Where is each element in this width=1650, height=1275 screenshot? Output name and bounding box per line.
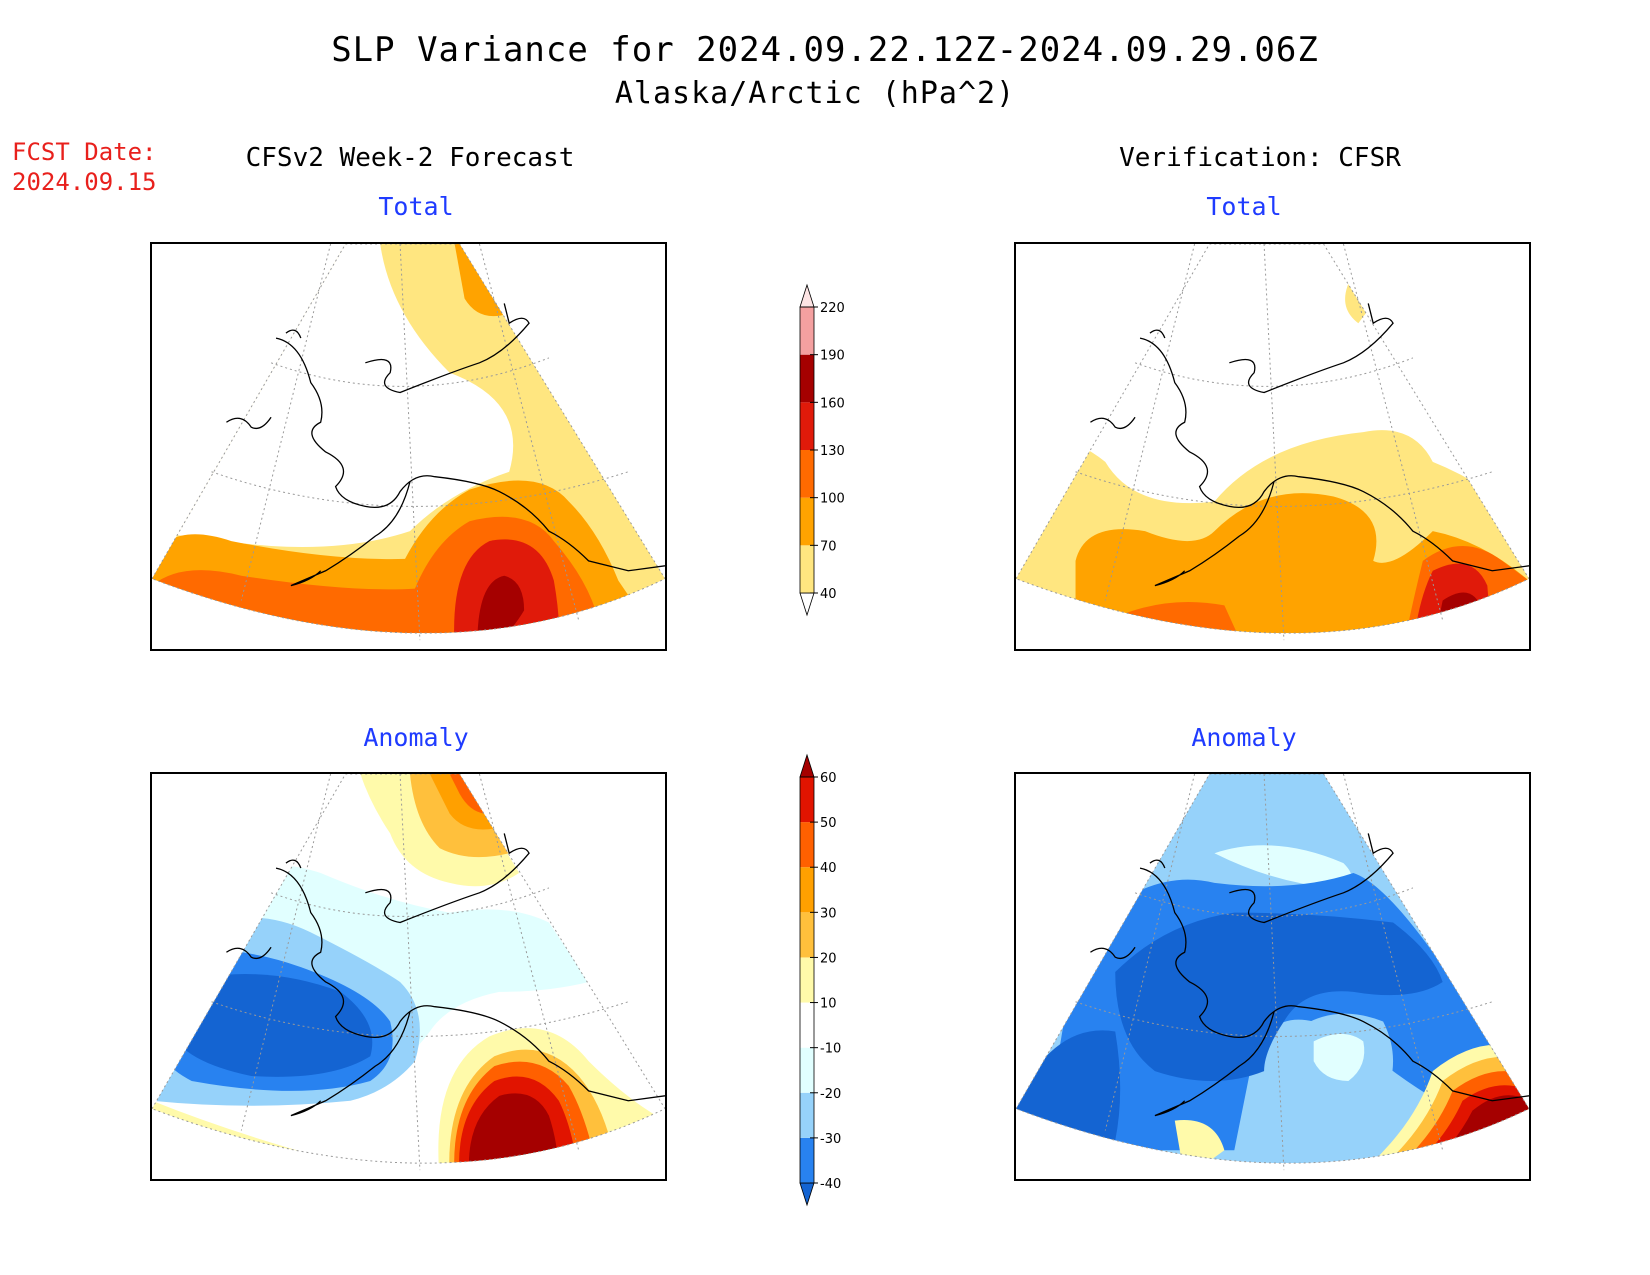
chart-subtitle: Alaska/Arctic (hPa^2) [614,76,1016,111]
colorbar-anomaly-bottom-triangle [799,1182,815,1207]
column-title-verification: Verification: CFSR [1119,143,1401,173]
contour-40-70-north [1345,283,1374,324]
colorbar-anomaly-swatch [800,1092,814,1138]
colorbar-total-tick-label: 130 [820,444,845,459]
contour-100-130-west [1075,602,1245,634]
colorbar-total-tick-label: 70 [820,539,837,554]
colorbar-anomaly-tick-label: 10 [820,997,837,1012]
map-panel-forecast-anomaly [150,772,667,1181]
graticule [211,244,629,641]
colorbar-total-tick-label: 190 [820,349,845,364]
panel-title-total-forecast: Total [378,192,454,221]
colorbar-anomaly: -40 -30 -20 -10 10 20 30 40 50 60 [790,753,870,1207]
colorbar-total-svg: 40 70 100 130 160 190 220 [799,283,845,617]
colorbar-total-tick-label: 160 [820,396,845,411]
colorbar-anomaly-tick-label: -20 [820,1087,841,1102]
panel-title-anomaly-forecast: Anomaly [363,723,469,752]
colorbar-total-swatch [800,402,814,450]
coastline [226,303,665,587]
colorbar-total-swatch [800,450,814,498]
colorbar-anomaly-swatch [800,867,814,913]
colorbar-anomaly-swatch [800,912,814,958]
colorbar-total-top-triangle [799,283,815,308]
colorbar-anomaly-tick-label: 40 [820,861,837,876]
colorbar-total-tick-label: 220 [820,301,845,316]
map-panel-verification-anomaly [1014,772,1531,1181]
colorbar-anomaly-swatch [800,822,814,868]
map-panel-forecast-total [150,242,667,651]
column-title-forecast: CFSv2 Week-2 Forecast [245,143,575,173]
fcst-date-label: FCST Date: [12,138,157,166]
colorbar-anomaly-top-triangle [799,753,815,778]
colorbar-total-swatch [800,497,814,546]
colorbar-anomaly-tick-label: -30 [820,1132,841,1147]
colorbar-anomaly-frame [799,776,815,1184]
map-panel-verification-total [1014,242,1531,651]
colorbar-total-bottom-triangle [799,592,815,617]
colorbar-total-tick-label: 100 [820,492,845,507]
colorbar-anomaly-tick-label: -10 [820,1042,841,1057]
colorbar-total-swatch [800,545,814,593]
panel-title-anomaly-verification: Anomaly [1191,723,1297,752]
projection-edge [152,244,665,634]
colorbar-total-swatch [800,354,814,403]
colorbar-anomaly-tick-label: 30 [820,906,837,921]
colorbar-total: 40 70 100 130 160 190 220 [790,283,870,617]
colorbar-anomaly-swatch [800,1137,814,1183]
colorbar-anomaly-tick-label: 50 [820,816,837,831]
colorbar-anomaly-tick-label: 60 [820,771,837,786]
colorbar-total-swatch [800,307,814,355]
chart-title: SLP Variance for 2024.09.22.12Z-2024.09.… [331,30,1319,70]
coastline [226,833,665,1117]
colorbar-anomaly-swatch [800,1047,814,1093]
colorbar-anomaly-swatch [800,1002,814,1048]
colorbar-anomaly-svg: -40 -30 -20 -10 10 20 30 40 50 60 [799,753,841,1207]
coastline [1090,303,1529,587]
colorbar-anomaly-tick-label: 20 [820,951,837,966]
colorbar-anomaly-tick-label: -40 [820,1177,841,1192]
anom-below-minus40 [171,974,373,1077]
colorbar-total-tick-label: 40 [820,587,837,602]
colorbar-anomaly-swatch [800,957,814,1003]
panel-title-total-verification: Total [1206,192,1282,221]
colorbar-anomaly-swatch [800,777,814,823]
anom-below-minus40 [1115,912,1443,1081]
fcst-date-value: 2024.09.15 [12,168,157,196]
coastline [1090,833,1529,1117]
